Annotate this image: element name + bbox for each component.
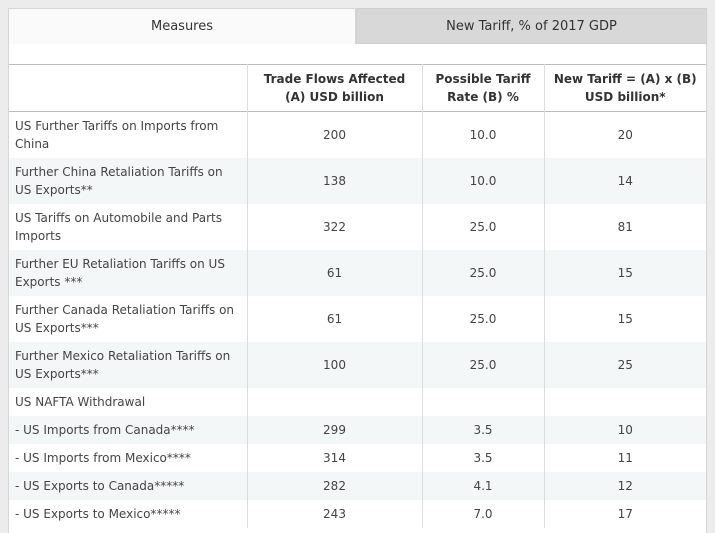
cell-new-tariff: 15 — [543, 296, 706, 342]
tab-panel: Trade Flows Affected (A) USD billion Pos… — [8, 44, 707, 533]
table-header-row: Trade Flows Affected (A) USD billion Pos… — [9, 64, 706, 112]
table-row: Further Mexico Retaliation Tariffs on US… — [9, 342, 706, 388]
cell-measure: Further China Retaliation Tariffs on US … — [9, 158, 247, 204]
cell-tariff-rate: 10.0 — [421, 158, 544, 204]
cell-tariff-rate: 3.5 — [421, 444, 544, 472]
cell-trade-flows: 61 — [246, 250, 422, 296]
header-tariff-rate: Possible Tariff Rate (B) % — [421, 64, 544, 112]
table-row: US Tariffs on Automobile and Parts Impor… — [9, 204, 706, 250]
table-row: US NAFTA Withdrawal — [9, 388, 706, 416]
tariff-table: Trade Flows Affected (A) USD billion Pos… — [9, 64, 706, 528]
cell-measure: - US Imports from Canada**** — [9, 416, 247, 444]
tab-bar: Measures New Tariff, % of 2017 GDP — [8, 8, 707, 45]
table-row: Further Canada Retaliation Tariffs on US… — [9, 296, 706, 342]
cell-new-tariff: 81 — [543, 204, 706, 250]
cell-trade-flows: 322 — [246, 204, 422, 250]
cell-tariff-rate: 4.1 — [421, 472, 544, 500]
table-row: - US Imports from Mexico**** 314 3.5 11 — [9, 444, 706, 472]
table-row: US Further Tariffs on Imports from China… — [9, 111, 706, 158]
cell-measure: - US Exports to Canada***** — [9, 472, 247, 500]
cell-tariff-rate: 3.5 — [421, 416, 544, 444]
tab-measures[interactable]: Measures — [8, 8, 356, 45]
cell-tariff-rate: 25.0 — [421, 204, 544, 250]
cell-new-tariff — [543, 388, 706, 416]
cell-tariff-rate: 25.0 — [421, 342, 544, 388]
cell-tariff-rate: 25.0 — [421, 250, 544, 296]
cell-measure: Further EU Retaliation Tariffs on US Exp… — [9, 250, 247, 296]
table-row: - US Imports from Canada**** 299 3.5 10 — [9, 416, 706, 444]
cell-trade-flows: 100 — [246, 342, 422, 388]
cell-new-tariff: 25 — [543, 342, 706, 388]
cell-measure: US Tariffs on Automobile and Parts Impor… — [15, 211, 222, 243]
cell-new-tariff: 11 — [543, 444, 706, 472]
cell-new-tariff: 20 — [543, 111, 706, 158]
table-row: - US Exports to Mexico***** 243 7.0 17 — [9, 500, 706, 528]
cell-measure: Further Canada Retaliation Tariffs on US… — [15, 303, 235, 335]
cell-new-tariff: 10 — [543, 416, 706, 444]
cell-measure: - US Imports from Mexico**** — [15, 451, 191, 465]
cell-trade-flows: 243 — [246, 500, 422, 528]
table-row: Further China Retaliation Tariffs on US … — [9, 158, 706, 204]
cell-measure: - US Exports to Mexico***** — [15, 507, 181, 521]
cell-measure: Further Mexico Retaliation Tariffs on US… — [9, 342, 247, 388]
cell-new-tariff: 14 — [543, 158, 706, 204]
cell-measure: US NAFTA Withdrawal — [15, 395, 146, 409]
cell-new-tariff: 15 — [543, 250, 706, 296]
cell-measure: US Further Tariffs on Imports from China — [15, 119, 219, 151]
cell-tariff-rate — [421, 388, 544, 416]
header-trade-flows: Trade Flows Affected (A) USD billion — [246, 64, 422, 112]
cell-tariff-rate: 10.0 — [421, 111, 544, 158]
cell-new-tariff: 17 — [543, 500, 706, 528]
cell-trade-flows: 314 — [246, 444, 422, 472]
cell-new-tariff: 12 — [543, 472, 706, 500]
cell-trade-flows: 200 — [246, 111, 422, 158]
cell-trade-flows: 299 — [246, 416, 422, 444]
table-row: - US Exports to Canada***** 282 4.1 12 — [9, 472, 706, 500]
tab-new-tariff-gdp[interactable]: New Tariff, % of 2017 GDP — [356, 8, 707, 44]
cell-trade-flows — [246, 388, 422, 416]
cell-trade-flows: 61 — [246, 296, 422, 342]
cell-tariff-rate: 25.0 — [421, 296, 544, 342]
cell-tariff-rate: 7.0 — [421, 500, 544, 528]
table-row: Further EU Retaliation Tariffs on US Exp… — [9, 250, 706, 296]
header-new-tariff: New Tariff = (A) x (B) USD billion* — [543, 64, 706, 112]
cell-trade-flows: 282 — [246, 472, 422, 500]
header-measure — [9, 65, 247, 112]
cell-trade-flows: 138 — [246, 158, 422, 204]
